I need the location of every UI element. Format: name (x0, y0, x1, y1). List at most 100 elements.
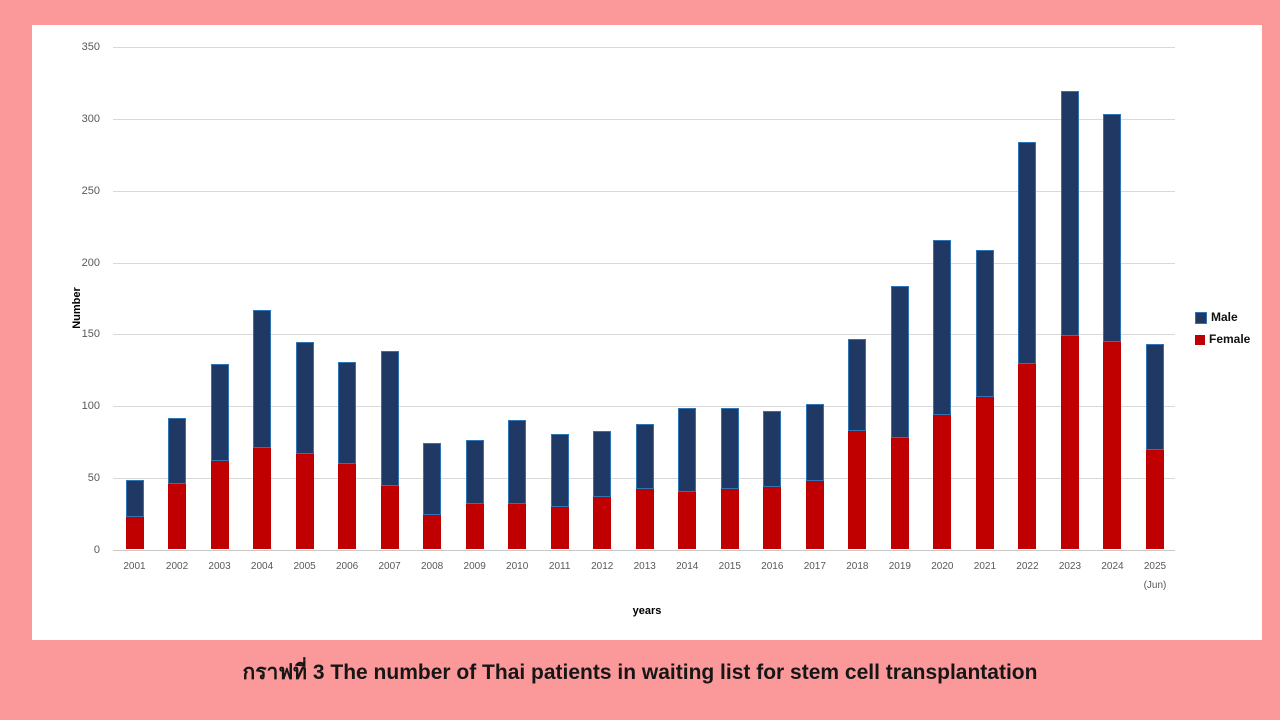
legend-item-male: Male (1195, 311, 1250, 324)
gridline (113, 47, 1175, 48)
female-segment (975, 396, 994, 549)
x-tick-label: 2016 (761, 561, 784, 572)
female-segment (168, 484, 187, 549)
female-segment (805, 481, 824, 549)
male-segment (805, 403, 824, 482)
male-segment (210, 363, 229, 462)
bar-2014 (678, 408, 697, 549)
x-tick-label: 2007 (378, 561, 401, 572)
bar-2018 (848, 339, 867, 549)
male-segment (423, 442, 442, 515)
y-tick-label: 100 (81, 400, 100, 413)
x-tick-label: 2011 (548, 561, 571, 572)
male-segment (593, 431, 612, 498)
male-segment (550, 434, 569, 508)
legend-label-female: Female (1209, 332, 1251, 346)
female-segment (295, 454, 314, 549)
male-segment (1145, 343, 1164, 450)
bar-2022 (1018, 142, 1037, 549)
male-segment (763, 411, 782, 488)
female-segment (338, 464, 357, 549)
gridline (113, 118, 1175, 120)
y-axis-title: Number (70, 287, 83, 329)
x-tick-note: (Jun) (1143, 580, 1167, 591)
x-tick-label: 2001 (123, 561, 146, 572)
legend-label-male: Male (1211, 310, 1238, 324)
female-segment (678, 491, 697, 549)
bar-2011 (550, 434, 569, 549)
gridline (113, 262, 1175, 264)
male-segment (125, 480, 144, 518)
male-color-swatch-icon (1195, 311, 1207, 324)
x-tick-label: 2012 (591, 561, 614, 572)
x-tick-label: 2002 (165, 561, 189, 572)
x-tick-label: 2013 (633, 561, 656, 572)
y-tick-label: 350 (81, 41, 100, 53)
bar-2001 (125, 480, 144, 549)
bar-2021 (975, 250, 994, 549)
bar-2008 (423, 442, 442, 549)
y-tick-label: 300 (81, 112, 100, 125)
male-segment (168, 418, 187, 485)
male-segment (465, 439, 484, 505)
male-segment (720, 408, 739, 489)
bar-2004 (253, 310, 272, 549)
x-tick-label: 2019 (888, 561, 911, 572)
bar-2017 (805, 403, 824, 549)
male-segment (933, 240, 952, 416)
male-segment (678, 408, 697, 492)
bar-2006 (338, 362, 357, 549)
bar-2010 (508, 419, 527, 549)
y-tick-label: 200 (81, 256, 100, 269)
y-tick-label: 150 (81, 328, 100, 341)
male-segment (295, 342, 314, 455)
bar-2007 (380, 350, 399, 549)
female-segment (125, 517, 144, 549)
male-segment (1018, 142, 1037, 364)
chart-caption: กราฟที่ 3 The number of Thai patients in… (242, 661, 1038, 684)
bar-2013 (635, 423, 654, 549)
female-segment (508, 504, 527, 549)
male-segment (1060, 90, 1079, 337)
x-tick-label: 2018 (846, 561, 869, 572)
bar-2019 (890, 286, 909, 549)
female-segment (593, 497, 612, 549)
gridline (113, 190, 1175, 192)
bar-2003 (210, 363, 229, 549)
female-segment (423, 514, 442, 549)
y-tick-label: 0 (93, 544, 100, 556)
female-segment (380, 485, 399, 549)
x-axis-line (113, 550, 1175, 551)
x-tick-label: 2003 (208, 561, 231, 572)
y-tick-label: 50 (87, 472, 100, 485)
y-tick-label: 250 (81, 184, 100, 197)
gridline (113, 406, 1175, 408)
female-segment (763, 487, 782, 549)
x-tick-label: 2015 (718, 561, 741, 572)
female-segment (635, 488, 654, 549)
male-segment (338, 362, 357, 465)
male-segment (508, 419, 527, 505)
x-tick-label: 2014 (676, 561, 699, 572)
male-segment (848, 339, 867, 432)
x-tick-label: 2025 (Jun) (1131, 560, 1179, 592)
chart-area: Number years Male Female 0 50 100 150 200 250… (32, 25, 1262, 640)
legend-item-female: Female (1195, 333, 1250, 346)
male-segment (253, 310, 272, 449)
x-tick-label: 2022 (1016, 561, 1039, 572)
x-tick-label: 2009 (463, 561, 486, 572)
female-segment (210, 461, 229, 549)
bar-2002 (168, 418, 187, 549)
female-color-swatch-icon (1195, 334, 1205, 345)
female-segment (933, 415, 952, 549)
plot-area (113, 47, 1175, 551)
female-segment (1103, 342, 1122, 549)
x-tick-label: 2008 (421, 561, 444, 572)
male-segment (975, 250, 994, 397)
legend: Male Female (1195, 311, 1250, 346)
female-segment (550, 507, 569, 549)
male-segment (635, 423, 654, 489)
x-tick-label: 2023 (1058, 561, 1082, 572)
bar-2012 (593, 431, 612, 549)
